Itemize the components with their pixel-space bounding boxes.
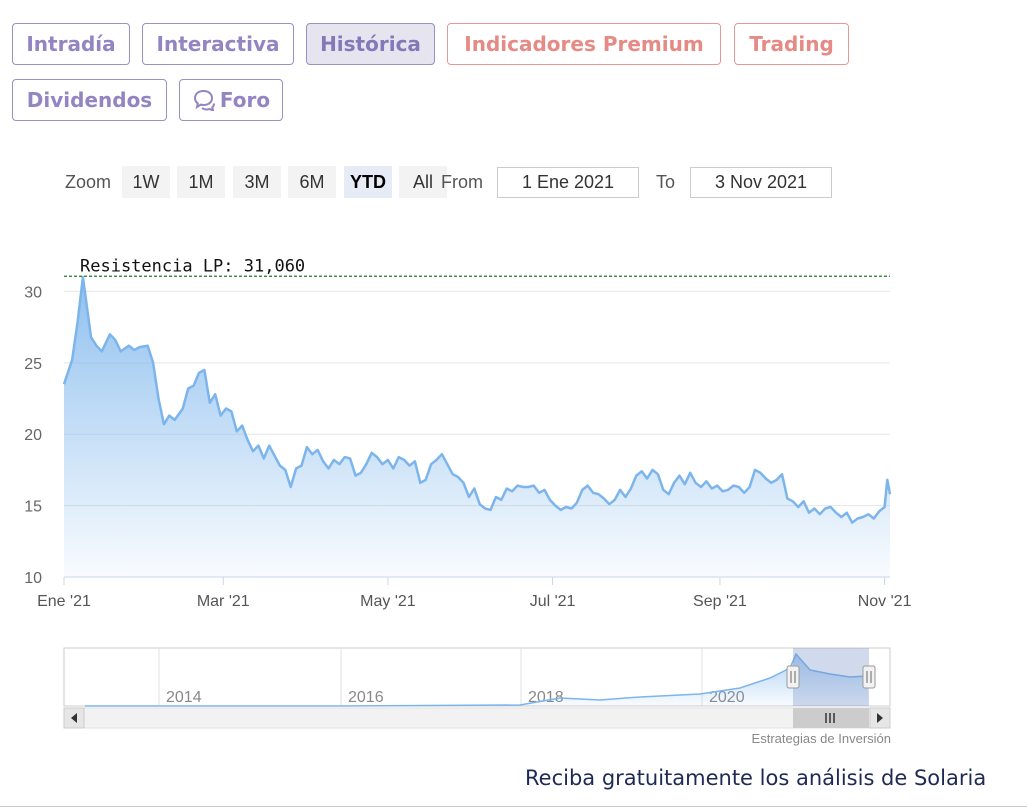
- tab-trading[interactable]: Trading: [734, 23, 849, 65]
- x-tick-label: Nov '21: [858, 593, 912, 610]
- tab-indicadores-premium[interactable]: Indicadores Premium: [447, 23, 721, 65]
- x-tick-label: May '21: [360, 593, 416, 610]
- navigator-year-label: 2014: [166, 689, 202, 706]
- x-tick-label: Ene '21: [37, 593, 91, 610]
- y-tick-label: 15: [24, 499, 42, 516]
- y-tick-label: 25: [24, 356, 42, 373]
- x-tick-label: Mar '21: [197, 593, 250, 610]
- y-axis: 10 15 20 25 30: [24, 284, 42, 587]
- footer-note: Reciba gratuitamente los análisis de Sol…: [525, 766, 987, 790]
- tab-interactiva[interactable]: Interactiva: [142, 23, 294, 65]
- navigator-handle[interactable]: [862, 665, 876, 689]
- zoom-ytd-button[interactable]: YTD: [344, 166, 392, 198]
- range-to-label: To: [656, 172, 676, 192]
- tab-historica[interactable]: Histórica: [306, 23, 435, 65]
- scrollbar-thumb[interactable]: [793, 708, 869, 728]
- arrow-right-icon: [877, 713, 883, 723]
- arrow-left-icon: [71, 713, 77, 723]
- y-tick-label: 10: [24, 570, 42, 587]
- zoom-6m-button[interactable]: 6M: [288, 166, 336, 198]
- x-tick-label: Sep '21: [693, 593, 747, 610]
- navigator[interactable]: 2014201620182020: [0, 640, 1027, 732]
- area-fill: [64, 277, 890, 577]
- tab-intradia[interactable]: Intradía: [12, 23, 130, 65]
- y-tick-label: 20: [24, 427, 42, 444]
- resistance-annotation: Resistencia LP: 31,060: [64, 256, 890, 277]
- navigator-handle[interactable]: [786, 665, 800, 689]
- resistance-label: Resistencia LP: 31,060: [80, 256, 305, 276]
- range-from-input[interactable]: 1 Ene 2021: [497, 167, 639, 198]
- range-from-label: From: [441, 172, 483, 192]
- tab-foro[interactable]: Foro: [179, 79, 283, 121]
- chart-credit[interactable]: Estrategias de Inversión: [751, 731, 891, 746]
- speech-bubbles-icon: [193, 89, 215, 111]
- zoom-all-button[interactable]: All: [399, 166, 447, 198]
- navigator-year-label: 2016: [348, 689, 384, 706]
- zoom-1m-button[interactable]: 1M: [177, 166, 225, 198]
- series-area: [62, 275, 892, 577]
- divider: [0, 806, 1027, 807]
- navigator-area: [85, 654, 868, 706]
- zoom-label: Zoom: [65, 172, 112, 192]
- tab-dividendos[interactable]: Dividendos: [12, 79, 167, 121]
- y-tick-label: 30: [24, 284, 42, 301]
- navigator-selection[interactable]: [793, 648, 869, 706]
- navigator-line: [85, 652, 869, 707]
- series-line[interactable]: [62, 275, 892, 524]
- range-to-input[interactable]: 3 Nov 2021: [690, 167, 832, 198]
- zoom-3m-button[interactable]: 3M: [233, 166, 281, 198]
- price-chart: Resistencia LP: 31,060 10 15 20 25 30 Ene '2…: [24, 256, 912, 610]
- tab-foro-label: Foro: [219, 88, 271, 112]
- x-tick-label: Jul '21: [530, 593, 576, 610]
- scrollbar-track[interactable]: [63, 707, 891, 729]
- x-axis: Ene '21 Mar '21 May '21 Jul '21 Sep '21 Nov '…: [37, 577, 912, 610]
- zoom-1w-button[interactable]: 1W: [122, 166, 170, 198]
